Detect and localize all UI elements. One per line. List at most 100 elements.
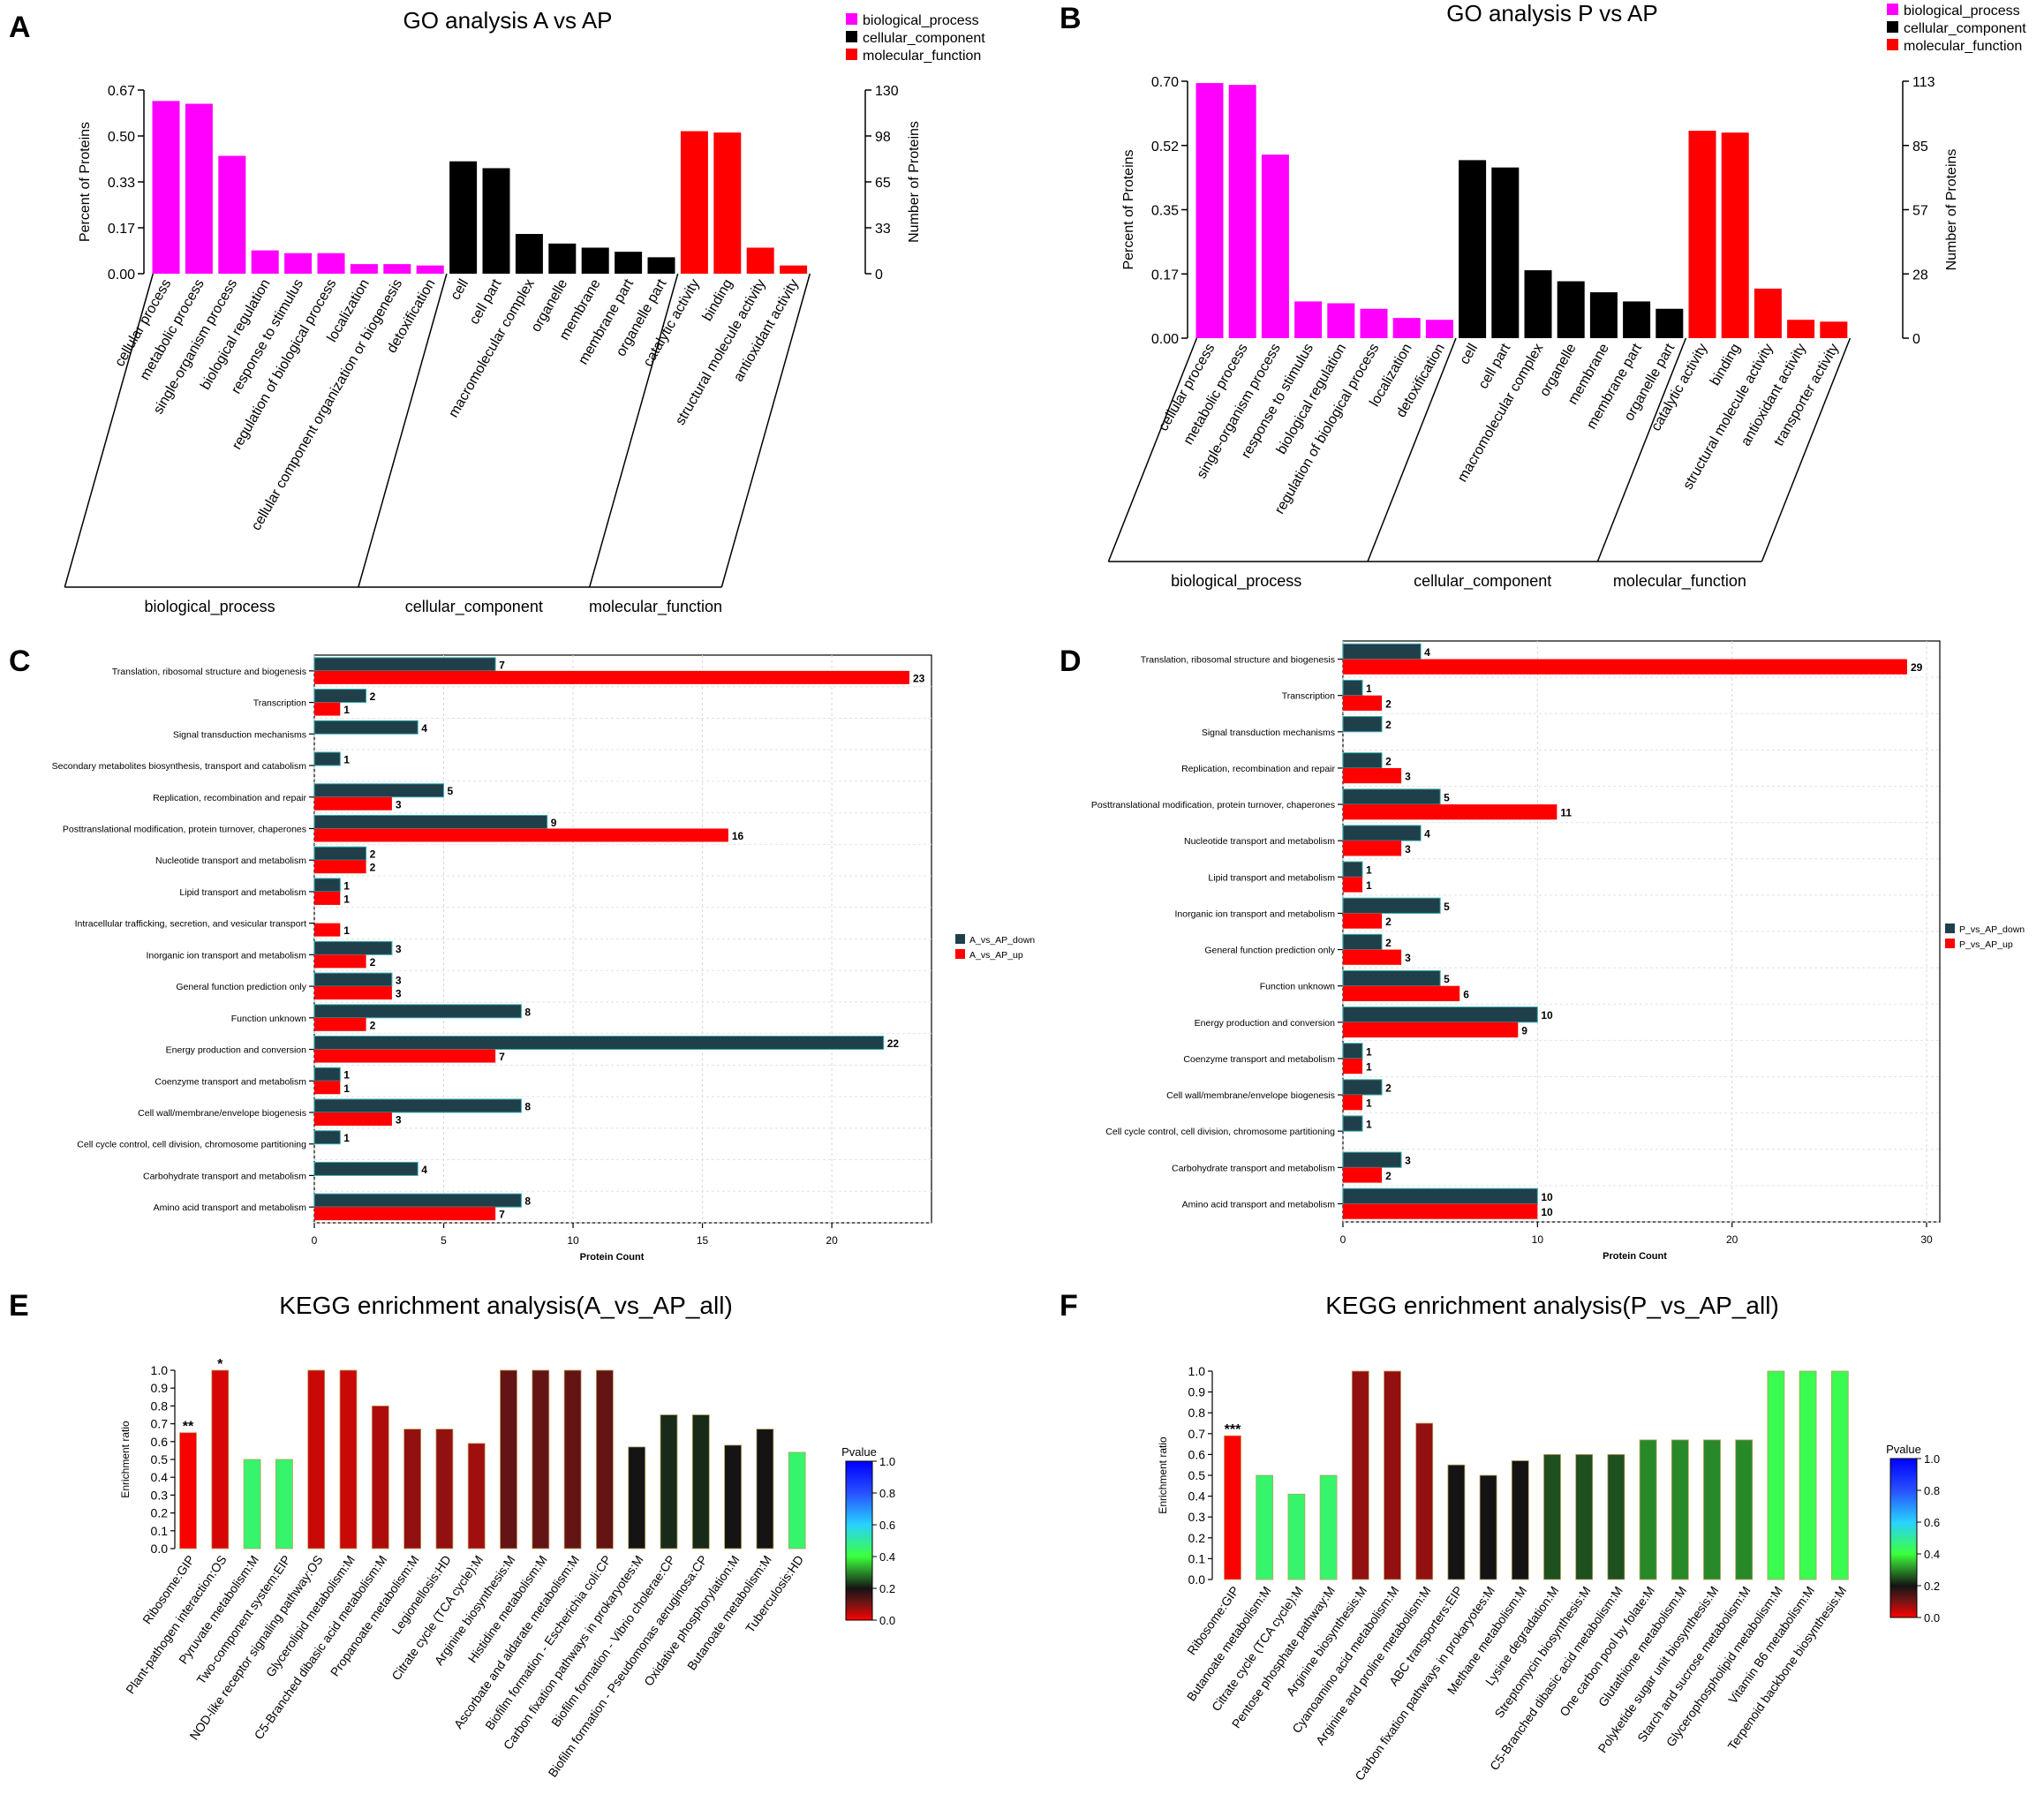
- bar-down: [313, 1098, 522, 1113]
- bar-value-label: 3: [1405, 1155, 1411, 1167]
- bar-value-label: 23: [913, 672, 925, 684]
- bar-response-to-stimulus: [1294, 301, 1323, 338]
- bar-structural-molecule-activity: [1754, 288, 1782, 338]
- bar-kegg: [1735, 1439, 1754, 1580]
- bar-kegg: [691, 1414, 710, 1549]
- colorbar-tick-label: 0.4: [879, 1550, 895, 1564]
- bar-up: [314, 1049, 496, 1063]
- x-tick-label: cell: [448, 277, 471, 303]
- y-axis-label: Enrichment ratio: [119, 1421, 132, 1498]
- y-tick-label: Carbohydrate transport and metabolism: [1172, 1163, 1335, 1173]
- y-tick-label: 0.00: [1151, 332, 1179, 347]
- bar-transporter-activity: [1820, 321, 1848, 338]
- bracket-divider: [588, 273, 679, 588]
- colorbar-label: Pvalue: [1886, 1443, 1921, 1456]
- bar-up: [314, 1017, 366, 1031]
- colorbar-tick-label: 0.0: [1924, 1611, 1940, 1625]
- x-tick-label: 20: [1726, 1233, 1739, 1246]
- bar-detoxification: [416, 265, 444, 274]
- y-tick-label: 0.3: [1188, 1510, 1206, 1524]
- y-axis-label: Percent of Proteins: [78, 122, 93, 242]
- y-tick-label: Energy production and conversion: [1195, 1018, 1336, 1029]
- x-tick-label: 15: [697, 1234, 709, 1247]
- bar-up: [1343, 913, 1383, 929]
- group-label-cellular_component: cellular_component: [1414, 572, 1551, 591]
- go-chart-A: GO analysis A vs AP biological_processcel…: [64, 7, 985, 616]
- colorbar: [845, 1460, 873, 1621]
- bar-up: [1343, 841, 1402, 856]
- panel-labels: A B C D E F: [9, 2, 1082, 1323]
- bar-kegg: [211, 1369, 230, 1549]
- significance-marker: ***: [1225, 1422, 1241, 1437]
- y-tick-label: Carbohydrate transport and metabolism: [143, 1171, 306, 1181]
- bar-kegg: [500, 1369, 517, 1549]
- bar-up: [314, 670, 909, 684]
- colorbar-tick-label: 0.8: [879, 1487, 895, 1500]
- y-tick-label-right: 33: [875, 222, 891, 237]
- bar-regulation-of-biological-process: [1360, 308, 1388, 338]
- bracket-edge: [720, 273, 811, 588]
- bar-value-label: 10: [1541, 1009, 1553, 1022]
- y-tick-label: 0.8: [151, 1399, 169, 1413]
- bar-value-label: 1: [1366, 682, 1372, 695]
- y-tick-label: Energy production and conversion: [166, 1045, 307, 1056]
- bar-down: [1342, 752, 1383, 769]
- bar-up: [1343, 877, 1363, 893]
- bar-localization: [1392, 318, 1421, 338]
- bar-kegg: [1799, 1370, 1817, 1580]
- bar-up: [1343, 1203, 1538, 1219]
- y-tick-label: Posttranslational modification, protein …: [1091, 800, 1335, 811]
- bar-value-label: 3: [396, 988, 402, 1000]
- y-tick-label: 0.35: [1151, 204, 1179, 219]
- legend-swatch-molecular_function: [846, 49, 857, 60]
- bar-kegg: [724, 1444, 742, 1549]
- y-tick-label: 0.2: [151, 1506, 169, 1520]
- x-tick-label: 10: [1532, 1233, 1544, 1246]
- group-label-molecular_function: molecular_function: [1613, 572, 1746, 591]
- y-tick-label: 0.17: [1151, 268, 1179, 283]
- y-axis-label-right: Number of Proteins: [1944, 149, 1959, 271]
- bar-value-label: 9: [551, 817, 557, 829]
- bar-value-label: 10: [1541, 1206, 1553, 1218]
- bar-up: [1343, 767, 1402, 784]
- bar-value-label: 2: [370, 862, 376, 874]
- bar-up: [314, 891, 341, 905]
- bar-kegg: [756, 1429, 774, 1549]
- y-tick-label: General function prediction only: [1204, 946, 1335, 956]
- bar-value-label: 2: [370, 848, 376, 861]
- bar-kegg: [435, 1429, 454, 1549]
- bar-up: [1343, 659, 1907, 675]
- bar-down: [313, 1130, 341, 1145]
- y-tick-label: 0.1: [151, 1524, 169, 1538]
- bar-value-label: 7: [499, 659, 505, 671]
- bar-up: [314, 1112, 392, 1126]
- colorbar: [1889, 1458, 1918, 1618]
- y-tick-label: 0.70: [1151, 75, 1179, 90]
- bar-value-label: 7: [499, 1051, 505, 1063]
- bar-down: [313, 720, 419, 735]
- bar-down: [1342, 1188, 1538, 1204]
- bar-down: [313, 657, 496, 672]
- y-tick-label: 0.7: [1188, 1427, 1206, 1441]
- bar-detoxification: [1425, 320, 1453, 338]
- bar-kegg: [275, 1459, 293, 1549]
- chart-title: GO analysis P vs AP: [1446, 0, 1657, 26]
- colorbar-tick-label: 0.2: [879, 1582, 895, 1595]
- legend-swatch-molecular_function: [1887, 39, 1898, 50]
- y-tick-label: 0.4: [1188, 1489, 1206, 1504]
- bar-value-label: 2: [1385, 755, 1392, 767]
- bar-value-label: 2: [1385, 697, 1392, 710]
- x-tick-label: binding: [700, 277, 736, 324]
- bar-kegg: [563, 1369, 582, 1549]
- bar-value-label: 1: [1366, 879, 1372, 892]
- bar-value-label: 1: [343, 893, 350, 905]
- bracket-divider: [358, 273, 448, 588]
- y-tick-label: Signal transduction mechanisms: [173, 729, 306, 740]
- x-tick-label: Polyketide sugar unit biosynthesis:M: [1595, 1584, 1721, 1756]
- colorbar-tick-label: 1.0: [1924, 1452, 1940, 1466]
- bar-macromolecular-complex: [1524, 270, 1552, 338]
- bar-down: [1342, 1043, 1363, 1059]
- bar-value-label: 8: [524, 1100, 531, 1112]
- bar-value-label: 4: [421, 1164, 427, 1176]
